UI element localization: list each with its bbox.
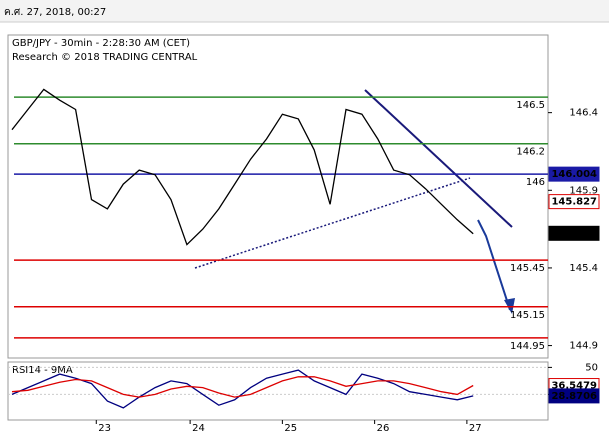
y-tick-label: 50 xyxy=(585,362,598,373)
price-tag-label: 146.004 xyxy=(551,169,597,180)
timestamp: ค.ศ. 27, 2018, 00:27 xyxy=(4,7,106,18)
y-tick-label: 145.4 xyxy=(569,263,598,274)
support-line xyxy=(194,177,471,269)
level-label: 145.45 xyxy=(510,263,545,274)
y-tick-label: 145.9 xyxy=(569,185,598,196)
price-tag-label: 28.8706 xyxy=(551,391,597,402)
price-tag xyxy=(548,194,600,210)
price-tag xyxy=(548,166,600,182)
y-tick-label: 146.4 xyxy=(569,108,598,119)
series-line xyxy=(11,376,474,398)
series-line xyxy=(11,369,474,409)
level-label: 146.2 xyxy=(516,147,545,158)
x-tick-label: 24 xyxy=(192,423,205,434)
price-tag-label: 36.5479 xyxy=(551,381,597,392)
x-tick-label: 27 xyxy=(469,423,482,434)
price-tag-label: 145.623 xyxy=(551,228,597,239)
trend-line xyxy=(364,89,513,228)
level-label: 146.5 xyxy=(516,100,545,111)
price-tag-label: 145.827 xyxy=(551,197,597,208)
rsi-title: RSI14 - 9MA xyxy=(12,365,73,376)
level-label: 144.95 xyxy=(510,341,545,352)
rsi-panel xyxy=(7,361,549,421)
series-line xyxy=(11,88,474,246)
y-tick-label: 144.9 xyxy=(569,341,598,352)
arrow-head xyxy=(504,298,515,314)
price-tag xyxy=(548,225,600,241)
x-tick-label: 23 xyxy=(98,423,111,434)
price-tag xyxy=(548,388,600,404)
chart-subtitle: Research © 2018 TRADING CENTRAL xyxy=(12,52,198,63)
x-tick-label: 25 xyxy=(284,423,297,434)
price-panel xyxy=(7,34,549,359)
level-label: 146 xyxy=(526,177,545,188)
forecast-arrow xyxy=(477,219,511,311)
x-tick-label: 26 xyxy=(377,423,390,434)
level-label: 145.15 xyxy=(510,310,545,321)
header-bar xyxy=(0,0,609,22)
chart-title: GBP/JPY - 30min - 2:28:30 AM (CET) xyxy=(12,38,190,49)
